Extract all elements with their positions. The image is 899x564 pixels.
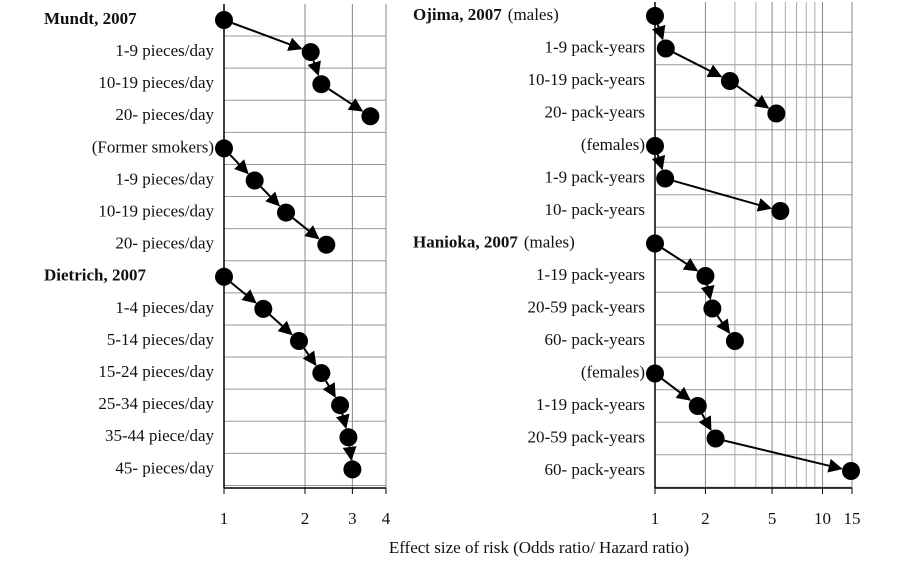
arrow	[342, 446, 357, 461]
arrow	[673, 179, 773, 212]
dot	[317, 235, 336, 254]
dot	[361, 107, 380, 126]
group-title: Hanioka, 2007	[413, 232, 518, 251]
arrow	[307, 60, 321, 77]
x-tick-label: 2	[701, 509, 710, 528]
arrow	[292, 217, 320, 240]
row-label: 10-19 pack-years	[527, 70, 645, 89]
arrow	[230, 281, 257, 304]
row-label: 1-9 pack-years	[544, 37, 645, 56]
arrow	[651, 154, 666, 171]
dot	[339, 428, 358, 447]
arrow	[328, 88, 364, 112]
dot	[656, 169, 675, 188]
dot	[696, 267, 715, 285]
row-label: 60- pack-years	[544, 460, 645, 479]
dot	[646, 7, 664, 25]
x-tick-label: 4	[382, 509, 391, 528]
x-tick-label: 15	[844, 509, 861, 528]
dot	[290, 332, 309, 350]
dot	[254, 299, 273, 318]
dot	[725, 332, 744, 350]
group-title: Mundt, 2007	[44, 9, 137, 28]
arrow	[661, 378, 691, 401]
row-label: 20- pack-years	[544, 102, 645, 121]
dot	[842, 462, 861, 480]
arrow	[698, 413, 712, 431]
dot	[646, 234, 664, 253]
dot	[703, 299, 722, 318]
arrow	[260, 186, 280, 207]
row-label: 35-44 piece/day	[105, 426, 215, 445]
dot	[215, 11, 233, 29]
arrow	[322, 380, 336, 398]
dot	[215, 139, 233, 158]
dot	[646, 364, 664, 383]
row-label: 10-19 pieces/day	[98, 73, 214, 92]
x-tick-label: 10	[814, 509, 831, 528]
arrow	[652, 24, 666, 41]
row-label: 20- pieces/day	[115, 105, 214, 124]
row-label: 1-9 pieces/day	[115, 41, 214, 60]
row-label: 5-14 pieces/day	[107, 330, 215, 349]
group-subtitle: (males)	[524, 232, 575, 251]
arrow	[232, 22, 303, 51]
arrow	[700, 284, 715, 301]
group-title: (females)	[581, 362, 645, 381]
x-tick-label: 1	[220, 509, 229, 528]
row-label: 1-9 pieces/day	[115, 169, 214, 188]
group-title: (females)	[581, 135, 645, 154]
dot	[767, 104, 786, 123]
arrow	[716, 315, 731, 334]
row-label: 20- pieces/day	[115, 234, 214, 253]
dot	[245, 171, 264, 190]
dot	[277, 203, 296, 222]
dot	[656, 39, 675, 58]
row-label: 60- pack-years	[544, 330, 645, 349]
dot	[688, 397, 707, 415]
row-label: 20-59 pack-years	[527, 427, 645, 446]
row-label: 10- pack-years	[544, 200, 645, 219]
arrow	[302, 347, 317, 367]
arrow	[229, 154, 249, 175]
row-label: 15-24 pieces/day	[98, 362, 214, 381]
arrow	[673, 51, 723, 78]
dot	[706, 429, 725, 448]
dot	[646, 137, 664, 155]
arrow	[724, 439, 843, 473]
row-label: 45- pieces/day	[115, 458, 214, 477]
dot	[720, 72, 739, 90]
dot	[312, 75, 331, 94]
x-axis-label: Effect size of risk (Odds ratio/ Hazard …	[389, 538, 689, 557]
x-tick-label: 2	[301, 509, 310, 528]
row-label: 1-4 pieces/day	[115, 298, 214, 317]
x-tick-label: 3	[348, 509, 357, 528]
row-label: 1-9 pack-years	[544, 167, 645, 186]
dot	[312, 364, 331, 383]
row-label: 10-19 pieces/day	[98, 202, 214, 221]
x-tick-label: 1	[651, 509, 660, 528]
arrow	[269, 314, 293, 336]
dot	[771, 202, 790, 220]
dot	[215, 267, 233, 286]
row-label: 20-59 pack-years	[527, 297, 645, 316]
group-title: Ojima, 2007	[413, 5, 502, 24]
row-label: 1-19 pack-years	[536, 265, 645, 284]
group-subtitle: (males)	[508, 5, 559, 24]
row-label: 1-19 pack-years	[536, 395, 645, 414]
group-title: (Former smokers)	[92, 137, 214, 156]
x-tick-label: 5	[768, 509, 777, 528]
arrow	[736, 85, 770, 109]
group-title: Dietrich, 2007	[44, 266, 146, 285]
dot	[343, 460, 362, 479]
arrow	[335, 413, 350, 429]
dot	[301, 43, 320, 62]
arrow	[662, 247, 699, 272]
dot	[331, 396, 350, 415]
row-label: 25-34 pieces/day	[98, 394, 214, 413]
